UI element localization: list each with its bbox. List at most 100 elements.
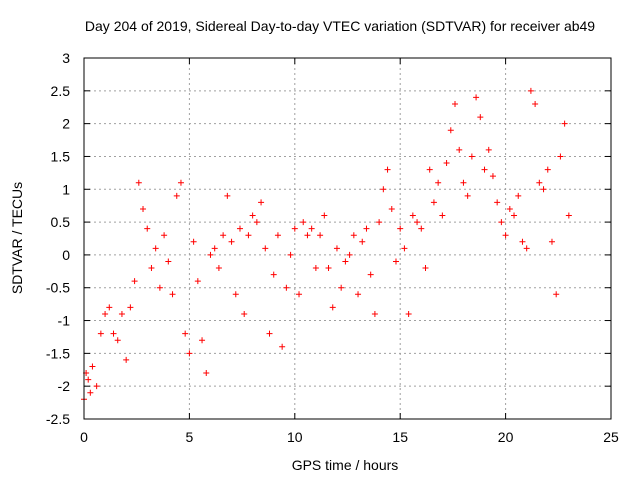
data-point bbox=[89, 363, 96, 370]
data-point bbox=[519, 238, 526, 245]
data-point bbox=[397, 225, 404, 232]
data-point bbox=[544, 166, 551, 173]
y-tick-label: 1.5 bbox=[51, 148, 71, 164]
data-point bbox=[245, 232, 252, 239]
data-point bbox=[118, 310, 125, 317]
data-point bbox=[165, 258, 172, 265]
data-point bbox=[274, 232, 281, 239]
data-point bbox=[342, 258, 349, 265]
y-tick-label: -2 bbox=[58, 378, 71, 394]
data-point bbox=[102, 310, 109, 317]
data-point bbox=[249, 212, 256, 219]
data-point bbox=[106, 304, 113, 311]
data-point bbox=[161, 232, 168, 239]
data-point bbox=[409, 212, 416, 219]
data-point bbox=[266, 330, 273, 337]
data-point bbox=[325, 265, 332, 272]
data-point bbox=[426, 166, 433, 173]
data-point bbox=[489, 173, 496, 180]
data-point bbox=[144, 225, 151, 232]
data-point bbox=[506, 205, 513, 212]
data-point bbox=[536, 179, 543, 186]
y-tick-label: 0 bbox=[62, 247, 70, 263]
y-tick-label: 2 bbox=[62, 116, 70, 132]
data-point bbox=[253, 219, 260, 226]
data-point bbox=[553, 291, 560, 298]
data-point bbox=[494, 199, 501, 206]
x-tick-label: 15 bbox=[392, 429, 408, 445]
data-point bbox=[468, 153, 475, 160]
data-point bbox=[414, 219, 421, 226]
data-point bbox=[460, 179, 467, 186]
data-point bbox=[236, 225, 243, 232]
data-point bbox=[93, 383, 100, 390]
data-point bbox=[473, 94, 480, 101]
data-point bbox=[279, 343, 286, 350]
data-point bbox=[287, 251, 294, 258]
data-point bbox=[388, 205, 395, 212]
data-point bbox=[435, 179, 442, 186]
data-point bbox=[439, 212, 446, 219]
data-point bbox=[363, 225, 370, 232]
data-point bbox=[355, 291, 362, 298]
y-tick-label: -0.5 bbox=[46, 280, 70, 296]
data-point bbox=[359, 238, 366, 245]
data-point bbox=[523, 245, 530, 252]
data-point bbox=[405, 310, 412, 317]
data-point bbox=[182, 330, 189, 337]
data-point bbox=[258, 199, 265, 206]
data-point bbox=[565, 212, 572, 219]
data-point bbox=[140, 205, 147, 212]
data-point bbox=[131, 278, 138, 285]
data-point bbox=[422, 265, 429, 272]
x-tick-label: 25 bbox=[603, 429, 619, 445]
data-point bbox=[148, 265, 155, 272]
x-axis-label: GPS time / hours bbox=[292, 457, 399, 473]
data-point bbox=[123, 356, 130, 363]
data-point bbox=[194, 278, 201, 285]
data-point bbox=[169, 291, 176, 298]
data-point bbox=[207, 251, 214, 258]
y-tick-label: 3 bbox=[62, 50, 70, 66]
data-points bbox=[81, 87, 572, 403]
data-point bbox=[548, 238, 555, 245]
data-point bbox=[127, 304, 134, 311]
data-point bbox=[296, 291, 303, 298]
data-point bbox=[321, 212, 328, 219]
data-point bbox=[452, 100, 459, 107]
data-point bbox=[329, 304, 336, 311]
data-point bbox=[220, 232, 227, 239]
data-point bbox=[515, 192, 522, 199]
data-point bbox=[367, 271, 374, 278]
data-point bbox=[110, 330, 117, 337]
data-point bbox=[190, 238, 197, 245]
data-point bbox=[224, 192, 231, 199]
data-point bbox=[308, 225, 315, 232]
x-tick-label: 5 bbox=[186, 429, 194, 445]
data-point bbox=[186, 350, 193, 357]
data-point bbox=[228, 238, 235, 245]
y-tick-label: -1.5 bbox=[46, 345, 70, 361]
data-point bbox=[371, 310, 378, 317]
y-axis-label: SDTVAR / TECUs bbox=[9, 182, 25, 294]
data-point bbox=[232, 291, 239, 298]
data-point bbox=[87, 389, 94, 396]
data-point bbox=[401, 245, 408, 252]
data-point bbox=[152, 245, 159, 252]
data-point bbox=[498, 219, 505, 226]
data-point bbox=[333, 245, 340, 252]
y-tick-label: 2.5 bbox=[51, 83, 71, 99]
data-point bbox=[203, 370, 210, 377]
x-tick-label: 10 bbox=[287, 429, 303, 445]
data-point bbox=[561, 120, 568, 127]
data-point bbox=[557, 153, 564, 160]
data-point bbox=[338, 284, 345, 291]
data-point bbox=[114, 337, 121, 344]
data-point bbox=[317, 232, 324, 239]
y-tick-label: -2.5 bbox=[46, 411, 70, 427]
data-point bbox=[481, 166, 488, 173]
data-point bbox=[477, 114, 484, 121]
data-point bbox=[199, 337, 206, 344]
x-tick-label: 0 bbox=[80, 429, 88, 445]
